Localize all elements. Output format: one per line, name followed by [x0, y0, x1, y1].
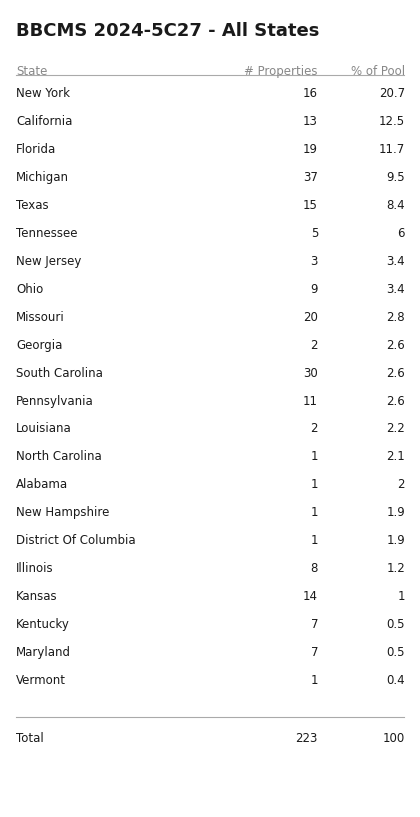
- Text: 13: 13: [303, 115, 318, 128]
- Text: Michigan: Michigan: [16, 171, 69, 184]
- Text: 1.9: 1.9: [386, 507, 405, 520]
- Text: 15: 15: [303, 199, 318, 212]
- Text: 0.5: 0.5: [386, 646, 405, 659]
- Text: 1.9: 1.9: [386, 534, 405, 547]
- Text: Maryland: Maryland: [16, 646, 71, 659]
- Text: Total: Total: [16, 732, 44, 745]
- Text: 8.4: 8.4: [386, 199, 405, 212]
- Text: # Properties: # Properties: [244, 65, 318, 78]
- Text: Ohio: Ohio: [16, 283, 43, 296]
- Text: 1: 1: [310, 479, 318, 491]
- Text: % of Pool: % of Pool: [351, 65, 405, 78]
- Text: Alabama: Alabama: [16, 479, 68, 491]
- Text: Tennessee: Tennessee: [16, 227, 78, 239]
- Text: New Jersey: New Jersey: [16, 255, 81, 268]
- Text: 11.7: 11.7: [379, 143, 405, 156]
- Text: Louisiana: Louisiana: [16, 422, 72, 435]
- Text: State: State: [16, 65, 47, 78]
- Text: 16: 16: [303, 87, 318, 100]
- Text: 30: 30: [303, 367, 318, 380]
- Text: 2.6: 2.6: [386, 367, 405, 380]
- Text: Missouri: Missouri: [16, 310, 65, 324]
- Text: 7: 7: [310, 646, 318, 659]
- Text: 19: 19: [303, 143, 318, 156]
- Text: New York: New York: [16, 87, 70, 100]
- Text: Kansas: Kansas: [16, 590, 58, 603]
- Text: 5: 5: [311, 227, 318, 239]
- Text: Texas: Texas: [16, 199, 49, 212]
- Text: 1.2: 1.2: [386, 562, 405, 575]
- Text: 1: 1: [397, 590, 405, 603]
- Text: 9.5: 9.5: [386, 171, 405, 184]
- Text: 0.5: 0.5: [386, 618, 405, 632]
- Text: 12.5: 12.5: [379, 115, 405, 128]
- Text: 2: 2: [310, 422, 318, 435]
- Text: California: California: [16, 115, 72, 128]
- Text: 223: 223: [296, 732, 318, 745]
- Text: Georgia: Georgia: [16, 338, 63, 351]
- Text: 2.6: 2.6: [386, 395, 405, 408]
- Text: 3.4: 3.4: [386, 283, 405, 296]
- Text: 1: 1: [310, 674, 318, 687]
- Text: 8: 8: [311, 562, 318, 575]
- Text: 1: 1: [310, 507, 318, 520]
- Text: 3.4: 3.4: [386, 255, 405, 268]
- Text: Pennsylvania: Pennsylvania: [16, 395, 94, 408]
- Text: 14: 14: [303, 590, 318, 603]
- Text: Illinois: Illinois: [16, 562, 54, 575]
- Text: North Carolina: North Carolina: [16, 450, 102, 463]
- Text: 20.7: 20.7: [379, 87, 405, 100]
- Text: 2.2: 2.2: [386, 422, 405, 435]
- Text: Florida: Florida: [16, 143, 56, 156]
- Text: Kentucky: Kentucky: [16, 618, 70, 632]
- Text: South Carolina: South Carolina: [16, 367, 103, 380]
- Text: 11: 11: [303, 395, 318, 408]
- Text: 6: 6: [397, 227, 405, 239]
- Text: 0.4: 0.4: [386, 674, 405, 687]
- Text: 2.6: 2.6: [386, 338, 405, 351]
- Text: 1: 1: [310, 450, 318, 463]
- Text: New Hampshire: New Hampshire: [16, 507, 109, 520]
- Text: 1: 1: [310, 534, 318, 547]
- Text: 2: 2: [310, 338, 318, 351]
- Text: 100: 100: [383, 732, 405, 745]
- Text: 2.8: 2.8: [386, 310, 405, 324]
- Text: District Of Columbia: District Of Columbia: [16, 534, 136, 547]
- Text: 2: 2: [397, 479, 405, 491]
- Text: 7: 7: [310, 618, 318, 632]
- Text: Vermont: Vermont: [16, 674, 66, 687]
- Text: BBCMS 2024-5C27 - All States: BBCMS 2024-5C27 - All States: [16, 22, 319, 40]
- Text: 37: 37: [303, 171, 318, 184]
- Text: 9: 9: [310, 283, 318, 296]
- Text: 20: 20: [303, 310, 318, 324]
- Text: 3: 3: [311, 255, 318, 268]
- Text: 2.1: 2.1: [386, 450, 405, 463]
